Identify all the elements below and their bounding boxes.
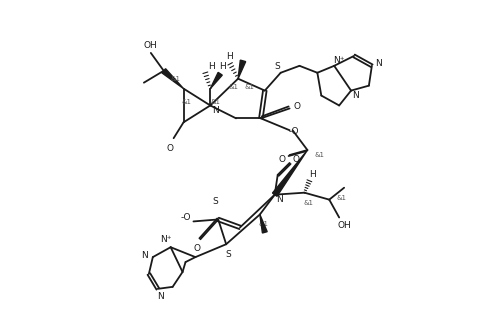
Text: -O: -O [180,213,190,222]
Text: &1: &1 [303,200,313,206]
Text: &1: &1 [335,195,346,201]
Text: &1: &1 [244,83,254,90]
Text: N⁺: N⁺ [333,56,344,65]
Text: N⁺: N⁺ [160,235,171,244]
Polygon shape [162,69,183,89]
Text: N: N [375,59,382,68]
Text: OH: OH [143,41,158,49]
Text: O: O [194,244,201,253]
Text: &1: &1 [170,76,180,82]
Text: H: H [225,52,232,61]
Polygon shape [259,215,266,233]
Text: S: S [225,250,230,259]
Text: -O: -O [288,127,298,136]
Text: &1: &1 [258,221,268,227]
Polygon shape [272,150,307,196]
Text: O: O [291,156,299,164]
Text: O: O [292,102,300,111]
Polygon shape [238,60,245,79]
Text: N: N [276,195,283,204]
Text: &1: &1 [210,100,220,106]
Text: N: N [211,106,218,115]
Text: &1: &1 [227,83,238,90]
Text: H: H [308,170,315,179]
Text: N: N [141,251,148,260]
Text: O: O [278,156,285,164]
Text: &1: &1 [314,152,324,158]
Text: H: H [207,62,214,71]
Text: N: N [157,292,164,301]
Text: O: O [166,144,173,152]
Text: N: N [351,91,358,100]
Text: S: S [274,62,280,71]
Text: H: H [218,62,225,71]
Text: OH: OH [337,221,350,230]
Text: &1: &1 [181,100,191,106]
Text: S: S [212,197,218,206]
Polygon shape [210,72,222,89]
